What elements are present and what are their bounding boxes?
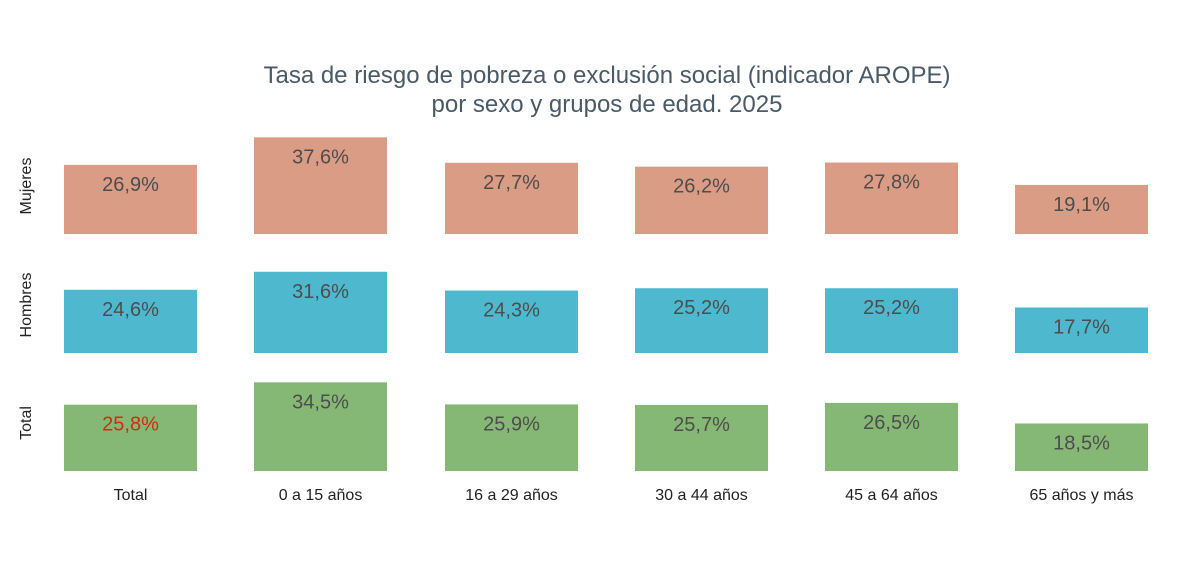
bar-mujeres-5 xyxy=(1015,184,1148,234)
chart-title: Tasa de riesgo de pobreza o exclusión so… xyxy=(263,62,950,89)
bar-total-1 xyxy=(254,382,387,471)
data-label: 24,3% xyxy=(483,300,540,322)
data-label: 26,2% xyxy=(673,176,730,198)
data-label: 24,6% xyxy=(102,299,159,321)
row-label-total: Total xyxy=(18,406,35,440)
category-label: Total xyxy=(114,487,148,504)
data-label: 25,8% xyxy=(102,414,159,436)
bar-hombres-0 xyxy=(64,289,197,353)
bar-total-0 xyxy=(64,404,197,471)
bar-mujeres-2 xyxy=(445,162,578,234)
bar-mujeres-1 xyxy=(254,137,387,234)
data-label: 26,5% xyxy=(863,412,920,434)
data-label: 26,9% xyxy=(102,174,159,196)
bar-hombres-3 xyxy=(635,288,768,353)
data-label: 25,2% xyxy=(673,297,730,319)
category-label: 0 a 15 años xyxy=(279,487,363,504)
data-label: 25,7% xyxy=(673,414,730,436)
data-label: 25,2% xyxy=(863,297,920,319)
bar-mujeres-3 xyxy=(635,166,768,234)
bar-total-3 xyxy=(635,404,768,471)
bar-total-4 xyxy=(825,402,958,471)
row-label-hombres: Hombres xyxy=(18,273,35,338)
data-label: 27,7% xyxy=(483,172,540,194)
bar-hombres-5 xyxy=(1015,307,1148,353)
data-label: 19,1% xyxy=(1053,194,1110,216)
category-label: 16 a 29 años xyxy=(465,487,558,504)
data-label: 27,8% xyxy=(863,172,920,194)
bar-mujeres-0 xyxy=(64,164,197,234)
chart-subtitle: por sexo y grupos de edad. 2025 xyxy=(432,91,783,118)
bar-total-5 xyxy=(1015,423,1148,471)
bar-hombres-1 xyxy=(254,271,387,353)
category-label: 65 años y más xyxy=(1029,487,1133,504)
data-label: 25,9% xyxy=(483,413,540,435)
bar-mujeres-4 xyxy=(825,162,958,234)
row-label-mujeres: Mujeres xyxy=(18,158,35,215)
data-label: 18,5% xyxy=(1053,432,1110,454)
bar-hombres-2 xyxy=(445,290,578,353)
category-label: 45 a 64 años xyxy=(845,487,938,504)
bar-total-2 xyxy=(445,404,578,471)
category-label: 30 a 44 años xyxy=(655,487,748,504)
bar-hombres-4 xyxy=(825,288,958,353)
data-label: 17,7% xyxy=(1053,317,1110,339)
data-label: 34,5% xyxy=(292,391,349,413)
data-label: 31,6% xyxy=(292,281,349,303)
data-label: 37,6% xyxy=(292,146,349,168)
